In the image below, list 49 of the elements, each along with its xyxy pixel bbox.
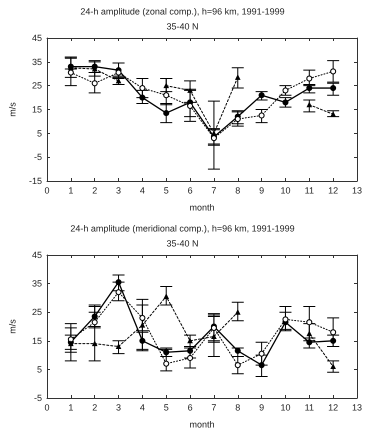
x-tick-label: 2: [92, 186, 98, 196]
x-tick-label: 0: [44, 186, 50, 196]
x-tick-label: 12: [328, 402, 338, 412]
x-tick-label: 3: [116, 402, 122, 412]
chart-subtitle: 35-40 N: [166, 22, 199, 32]
x-axis-title: month: [189, 420, 215, 430]
x-tick-label: 6: [188, 402, 193, 412]
x-tick-label: 1: [68, 186, 74, 196]
y-tick-label: 35: [32, 278, 42, 289]
x-tick-label: 3: [116, 186, 122, 196]
chart-title: 24-h amplitude (meridional comp.), h=96 km, 1991-1999: [70, 224, 295, 234]
y-tick-label: 15: [32, 104, 42, 114]
x-tick-label: 7: [211, 402, 216, 412]
x-tick-label: 8: [235, 186, 240, 196]
x-tick-label: 9: [259, 402, 264, 412]
y-tick-label: 45: [32, 250, 42, 260]
x-tick-label: 13: [352, 186, 362, 196]
y-tick-label: 25: [32, 80, 42, 91]
x-tick-label: 10: [280, 402, 290, 412]
y-tick-label: -5: [34, 152, 42, 162]
y-tick-label: -15: [28, 176, 42, 186]
x-tick-label: 8: [235, 402, 240, 412]
x-tick-label: 4: [140, 402, 145, 412]
y-tick-label: 45: [32, 33, 42, 43]
chart-title: 24-h amplitude (zonal comp.), h=96 km, 1991-1999: [80, 6, 285, 16]
y-tick-label: -5: [34, 393, 42, 403]
x-tick-label: 11: [304, 402, 314, 412]
x-tick-label: 0: [44, 402, 50, 412]
y-axis-title: m/s: [8, 318, 18, 334]
x-tick-label: 13: [352, 402, 362, 412]
y-tick-label: 5: [36, 128, 42, 138]
x-tick-label: 2: [92, 402, 98, 412]
x-tick-label: 1: [68, 402, 74, 412]
chart-subtitle: 35-40 N: [166, 238, 199, 248]
y-tick-label: 25: [32, 307, 42, 318]
x-tick-label: 9: [259, 186, 264, 196]
x-tick-label: 4: [140, 186, 145, 196]
x-axis-title: month: [189, 202, 215, 212]
y-tick-label: 5: [36, 364, 42, 374]
y-tick-label: 15: [32, 336, 42, 346]
x-tick-label: 5: [164, 402, 169, 412]
x-tick-label: 10: [280, 186, 290, 196]
y-axis-title: m/s: [8, 102, 18, 117]
x-tick-label: 7: [211, 186, 216, 196]
x-tick-label: 11: [304, 186, 314, 196]
x-tick-label: 6: [188, 186, 193, 196]
x-tick-label: 5: [164, 186, 169, 196]
y-tick-label: 35: [32, 56, 42, 67]
x-tick-label: 12: [328, 186, 338, 196]
